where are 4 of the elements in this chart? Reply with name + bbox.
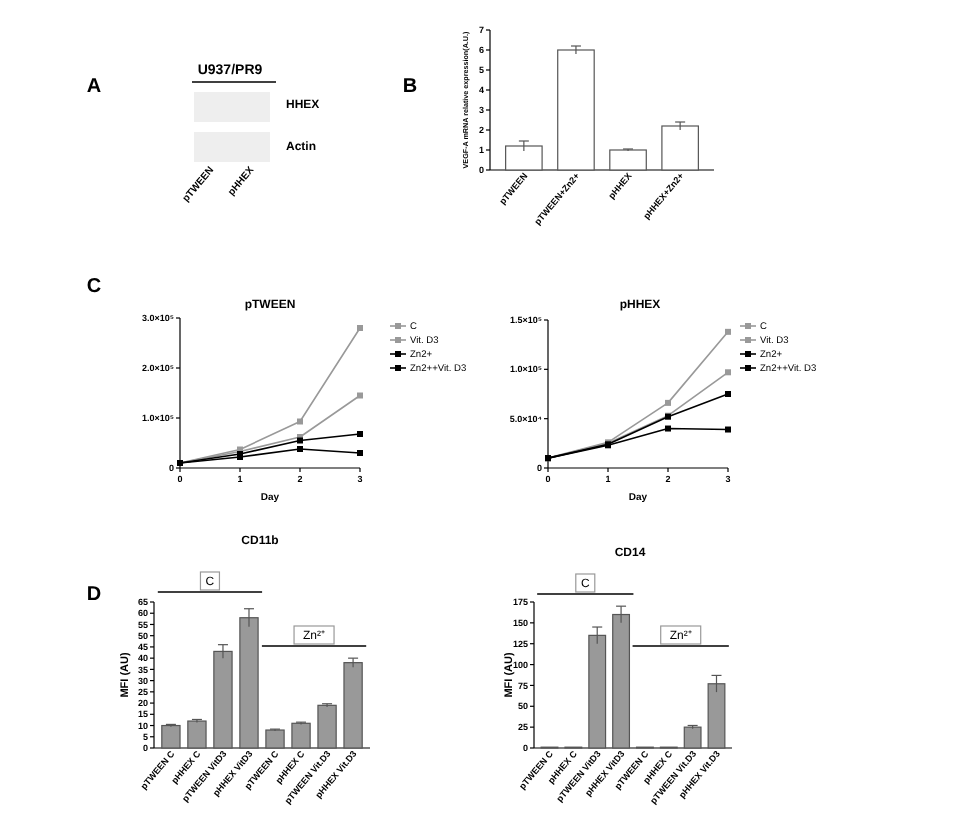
text: C (86, 276, 102, 298)
text: A (86, 76, 102, 98)
text: B (402, 76, 418, 98)
text: D (86, 584, 102, 606)
